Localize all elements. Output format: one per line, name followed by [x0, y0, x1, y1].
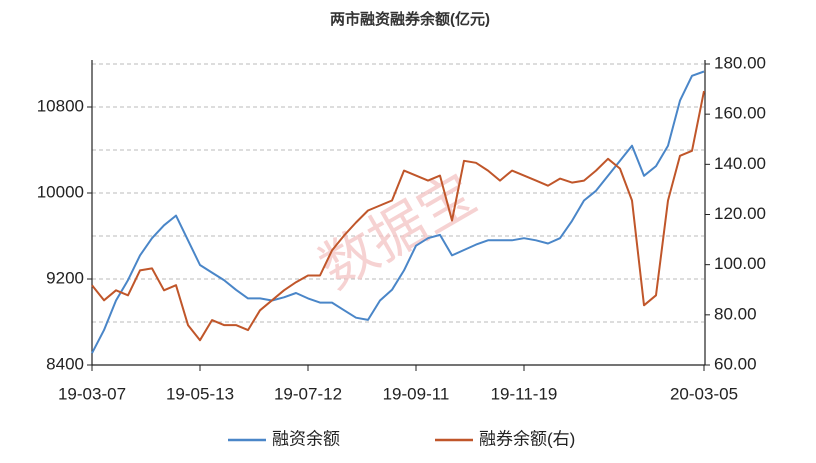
y-tick-label: 9200 — [46, 268, 84, 287]
x-tick-label: 19-03-07 — [58, 384, 126, 403]
y-tick-label: 10000 — [37, 182, 84, 201]
chart-title: 两市融资融券余额(亿元) — [330, 10, 490, 28]
x-tick-label: 19-09-11 — [383, 384, 450, 403]
y2-tick-label: 140.00 — [714, 154, 766, 173]
x-tick-label: 19-11-19 — [491, 384, 558, 403]
legend-label: 融券余额(右) — [479, 429, 575, 448]
y2-tick-label: 160.00 — [714, 104, 766, 123]
y2-tick-label: 120.00 — [714, 204, 766, 223]
x-tick-label: 19-05-13 — [166, 384, 234, 403]
y-tick-label: 8400 — [46, 354, 84, 373]
y-tick-label: 10800 — [37, 96, 84, 115]
x-tick-label: 19-07-12 — [274, 384, 342, 403]
y2-tick-label: 100.00 — [714, 254, 766, 273]
x-tick-label: 20-03-05 — [670, 384, 738, 403]
series-line — [91, 70, 705, 354]
series-line — [91, 90, 705, 342]
y2-tick-label: 60.00 — [714, 354, 757, 373]
y2-tick-label: 80.00 — [714, 304, 757, 323]
y2-tick-label: 180.00 — [714, 53, 766, 72]
legend-label: 融资余额 — [272, 429, 340, 448]
